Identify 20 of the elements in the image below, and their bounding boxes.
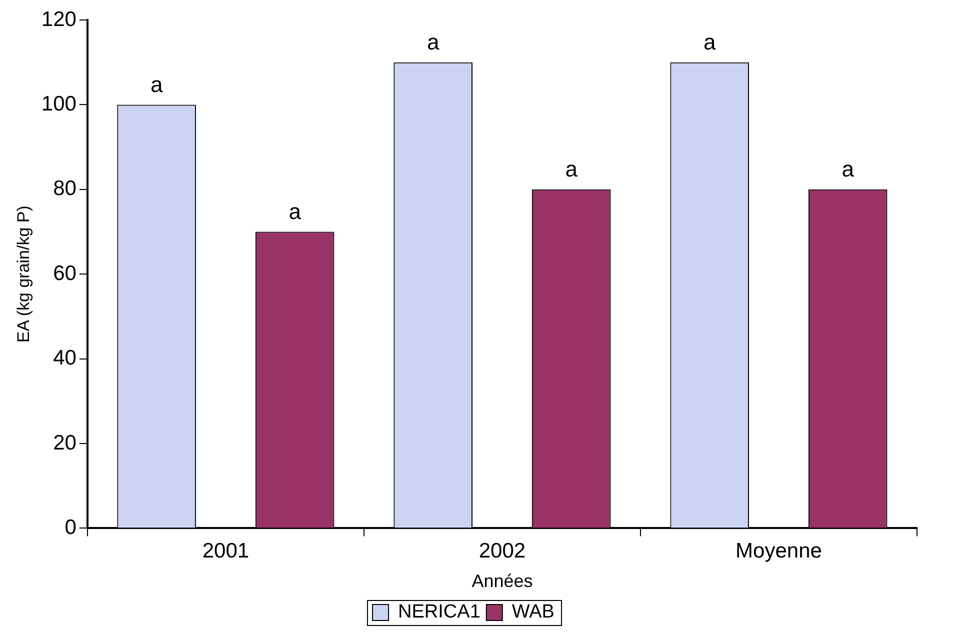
x-tick-label: Moyenne bbox=[736, 540, 822, 563]
data-label: a bbox=[426, 29, 440, 54]
data-label: a bbox=[842, 156, 855, 182]
data-label: a bbox=[150, 72, 164, 97]
y-tick-label: 40 bbox=[53, 346, 76, 370]
data-label: a bbox=[703, 29, 716, 54]
legend-label: NERICA1 bbox=[398, 602, 480, 623]
legend-label: WAB bbox=[512, 602, 554, 623]
x-tick-label: 2001 bbox=[202, 540, 250, 563]
y-tick-label: 20 bbox=[53, 431, 76, 454]
data-label: a bbox=[565, 156, 578, 182]
y-tick-label: 80 bbox=[53, 177, 76, 200]
data-label: a bbox=[288, 198, 302, 224]
y-tick-label: 60 bbox=[53, 262, 76, 285]
x-tick-label: 2002 bbox=[478, 540, 526, 563]
y-axis-title: EA (kg grain/kg P) bbox=[14, 206, 33, 343]
y-tick-label: 0 bbox=[64, 516, 76, 539]
y-tick-label: 100 bbox=[41, 92, 76, 116]
y-tick-label: 120 bbox=[41, 8, 76, 31]
x-axis-title: Années bbox=[472, 571, 533, 592]
